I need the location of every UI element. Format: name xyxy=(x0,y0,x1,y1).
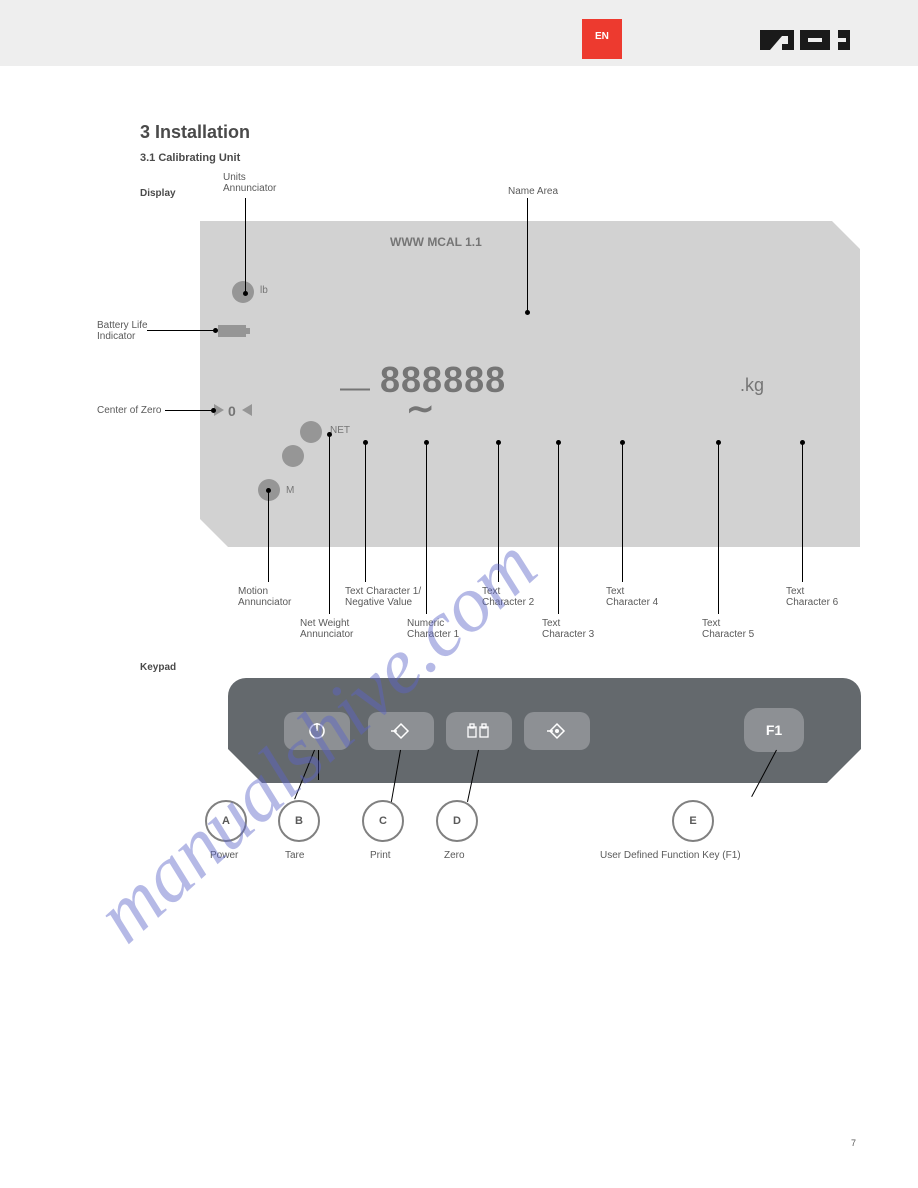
callout-line xyxy=(268,490,269,582)
callout-line xyxy=(147,330,215,331)
callout-line xyxy=(802,442,803,582)
motion-icon-1 xyxy=(300,421,322,443)
label-units: Units Annunciator xyxy=(223,172,276,194)
callout-line xyxy=(426,442,427,614)
m-label: M xyxy=(286,485,294,496)
callout-c: C xyxy=(362,800,404,842)
zero-callout: Zero xyxy=(444,850,465,861)
callout-line xyxy=(527,198,528,312)
tilde-icon: ∼ xyxy=(406,389,435,429)
display-panel: WWW MCAL 1.1 lb 0 M NET 888888 — .kg ∼ xyxy=(200,221,860,547)
lb-label: lb xyxy=(260,285,268,296)
display-title: WWW MCAL 1.1 xyxy=(390,235,482,249)
callout-e: E xyxy=(672,800,714,842)
print-callout: Print xyxy=(370,850,391,861)
callout-line xyxy=(245,198,246,293)
f1-label: F1 xyxy=(766,722,782,738)
minus-char: — xyxy=(340,371,370,405)
tare-icon xyxy=(391,721,411,741)
callout-line xyxy=(329,434,330,614)
label-text5: Text Character 5 xyxy=(702,618,754,640)
keypad-heading: Keypad xyxy=(140,662,176,673)
label-numeric1: Numeric Character 1 xyxy=(407,618,459,640)
coz-zero: 0 xyxy=(228,403,236,419)
label-text3: Text Character 3 xyxy=(542,618,594,640)
f1-callout: User Defined Function Key (F1) xyxy=(600,850,741,861)
callout-d: D xyxy=(436,800,478,842)
brand-logo xyxy=(760,26,856,54)
label-battery: Battery Life Indicator xyxy=(97,320,148,342)
tare-callout: Tare xyxy=(285,850,304,861)
callout-line xyxy=(558,442,559,614)
f1-key[interactable]: F1 xyxy=(744,708,804,752)
callout-a: A xyxy=(205,800,247,842)
print-icon xyxy=(466,721,492,741)
net-label: NET xyxy=(330,425,350,436)
page-number: 7 xyxy=(851,1138,856,1148)
zero-key[interactable] xyxy=(524,712,590,750)
callout-b: B xyxy=(278,800,320,842)
print-key[interactable] xyxy=(446,712,512,750)
display-heading: Display xyxy=(140,188,176,199)
callout-line xyxy=(365,442,366,582)
unit-kg: .kg xyxy=(740,375,764,396)
tare-key[interactable] xyxy=(368,712,434,750)
label-net: Net Weight Annunciator xyxy=(300,618,353,640)
label-name: Name Area xyxy=(508,186,558,197)
label-text6: Text Character 6 xyxy=(786,586,838,608)
coz-arrow-left-icon xyxy=(242,404,252,416)
label-coz: Center of Zero xyxy=(97,405,161,416)
battery-nub-icon xyxy=(246,328,250,334)
weight-value: 888888 xyxy=(380,359,506,401)
label-text4: Text Character 4 xyxy=(606,586,658,608)
power-icon xyxy=(307,721,327,741)
callout-line xyxy=(318,750,319,780)
label-text2: Text Character 2 xyxy=(482,586,534,608)
language-code: EN xyxy=(595,31,609,42)
sub-heading: 3.1 Calibrating Unit xyxy=(140,152,240,164)
callout-line xyxy=(622,442,623,582)
label-text1: Text Character 1/ Negative Value xyxy=(345,586,421,608)
power-callout: Power xyxy=(210,850,238,861)
chapter-title: 3 Installation xyxy=(140,122,250,143)
zero-icon xyxy=(547,721,567,741)
callout-line xyxy=(165,410,213,411)
battery-icon xyxy=(218,325,246,337)
callout-line xyxy=(718,442,719,614)
motion-icon-2 xyxy=(282,445,304,467)
label-motion: Motion Annunciator xyxy=(238,586,291,608)
power-key[interactable] xyxy=(284,712,350,750)
callout-line xyxy=(498,442,499,582)
